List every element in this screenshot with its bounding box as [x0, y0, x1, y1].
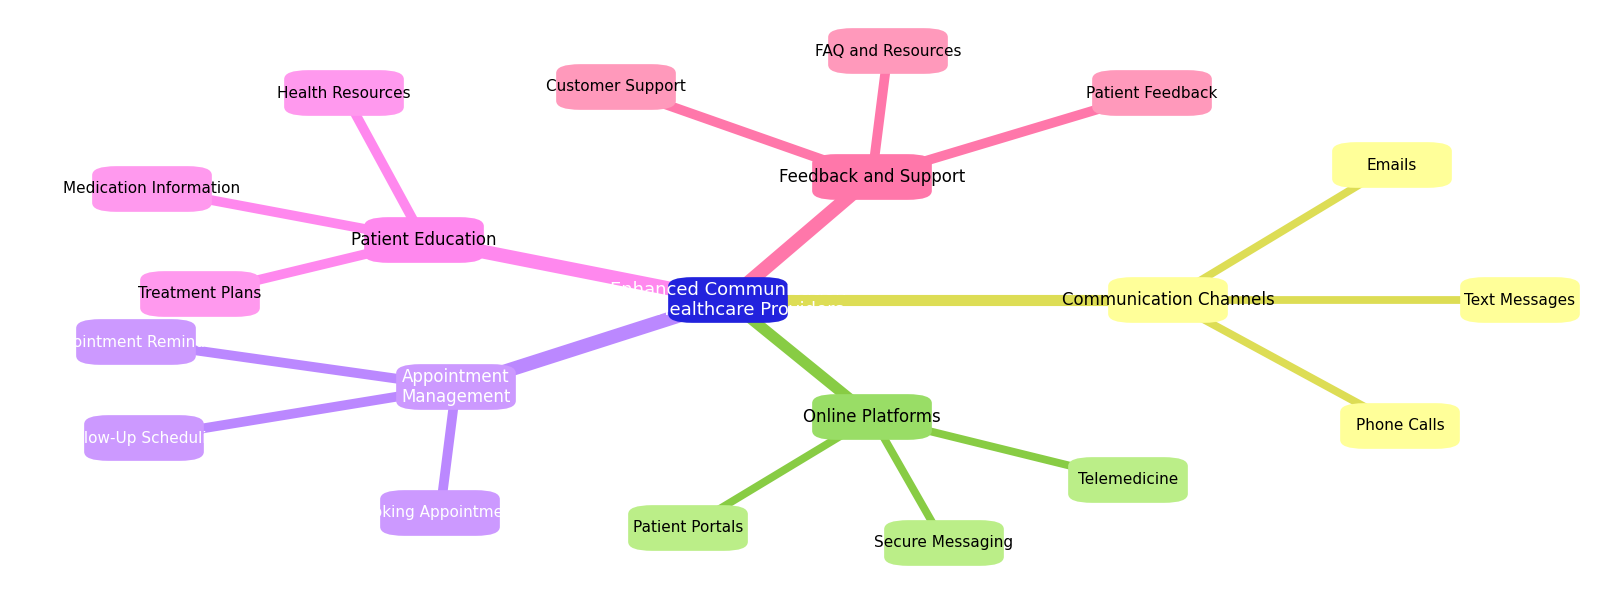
Text: Patient Education: Patient Education	[352, 231, 496, 249]
FancyBboxPatch shape	[93, 166, 211, 212]
Text: FAQ and Resources: FAQ and Resources	[814, 43, 962, 58]
FancyBboxPatch shape	[1069, 457, 1187, 503]
FancyBboxPatch shape	[629, 505, 747, 551]
FancyBboxPatch shape	[813, 394, 931, 440]
FancyBboxPatch shape	[829, 28, 947, 74]
Text: Appointment
Management: Appointment Management	[402, 368, 510, 406]
Text: Follow-Up Scheduling: Follow-Up Scheduling	[62, 431, 226, 445]
FancyBboxPatch shape	[285, 70, 403, 116]
FancyBboxPatch shape	[885, 520, 1003, 566]
Text: Emails: Emails	[1366, 157, 1418, 173]
FancyBboxPatch shape	[1341, 403, 1459, 449]
FancyBboxPatch shape	[1109, 277, 1227, 323]
FancyBboxPatch shape	[1333, 142, 1451, 188]
FancyBboxPatch shape	[365, 217, 483, 263]
Text: Phone Calls: Phone Calls	[1355, 419, 1445, 433]
Text: Secure Messaging: Secure Messaging	[875, 535, 1013, 551]
Text: Customer Support: Customer Support	[546, 79, 686, 94]
Text: Treatment Plans: Treatment Plans	[138, 286, 262, 301]
FancyBboxPatch shape	[557, 64, 675, 110]
FancyBboxPatch shape	[77, 319, 195, 365]
Text: Patient Portals: Patient Portals	[634, 520, 742, 535]
Text: Booking Appointments: Booking Appointments	[354, 505, 526, 520]
FancyBboxPatch shape	[813, 154, 931, 200]
FancyBboxPatch shape	[381, 490, 499, 536]
FancyBboxPatch shape	[1461, 277, 1579, 323]
Text: Feedback and Support: Feedback and Support	[779, 168, 965, 186]
FancyBboxPatch shape	[669, 277, 787, 323]
Text: Medication Information: Medication Information	[64, 181, 240, 196]
FancyBboxPatch shape	[85, 415, 203, 461]
FancyBboxPatch shape	[397, 364, 515, 410]
Text: Text Messages: Text Messages	[1464, 292, 1576, 307]
FancyBboxPatch shape	[141, 271, 259, 317]
FancyBboxPatch shape	[1093, 70, 1211, 116]
Text: Appointment Reminders: Appointment Reminders	[43, 335, 229, 349]
Text: Health Resources: Health Resources	[277, 85, 411, 100]
Text: Communication Channels: Communication Channels	[1062, 291, 1274, 309]
Text: Telemedicine: Telemedicine	[1078, 473, 1178, 487]
Text: Patient Feedback: Patient Feedback	[1086, 85, 1218, 100]
Text: Enhanced Communication
with Healthcare Providers: Enhanced Communication with Healthcare P…	[610, 281, 846, 319]
Text: Online Platforms: Online Platforms	[803, 408, 941, 426]
